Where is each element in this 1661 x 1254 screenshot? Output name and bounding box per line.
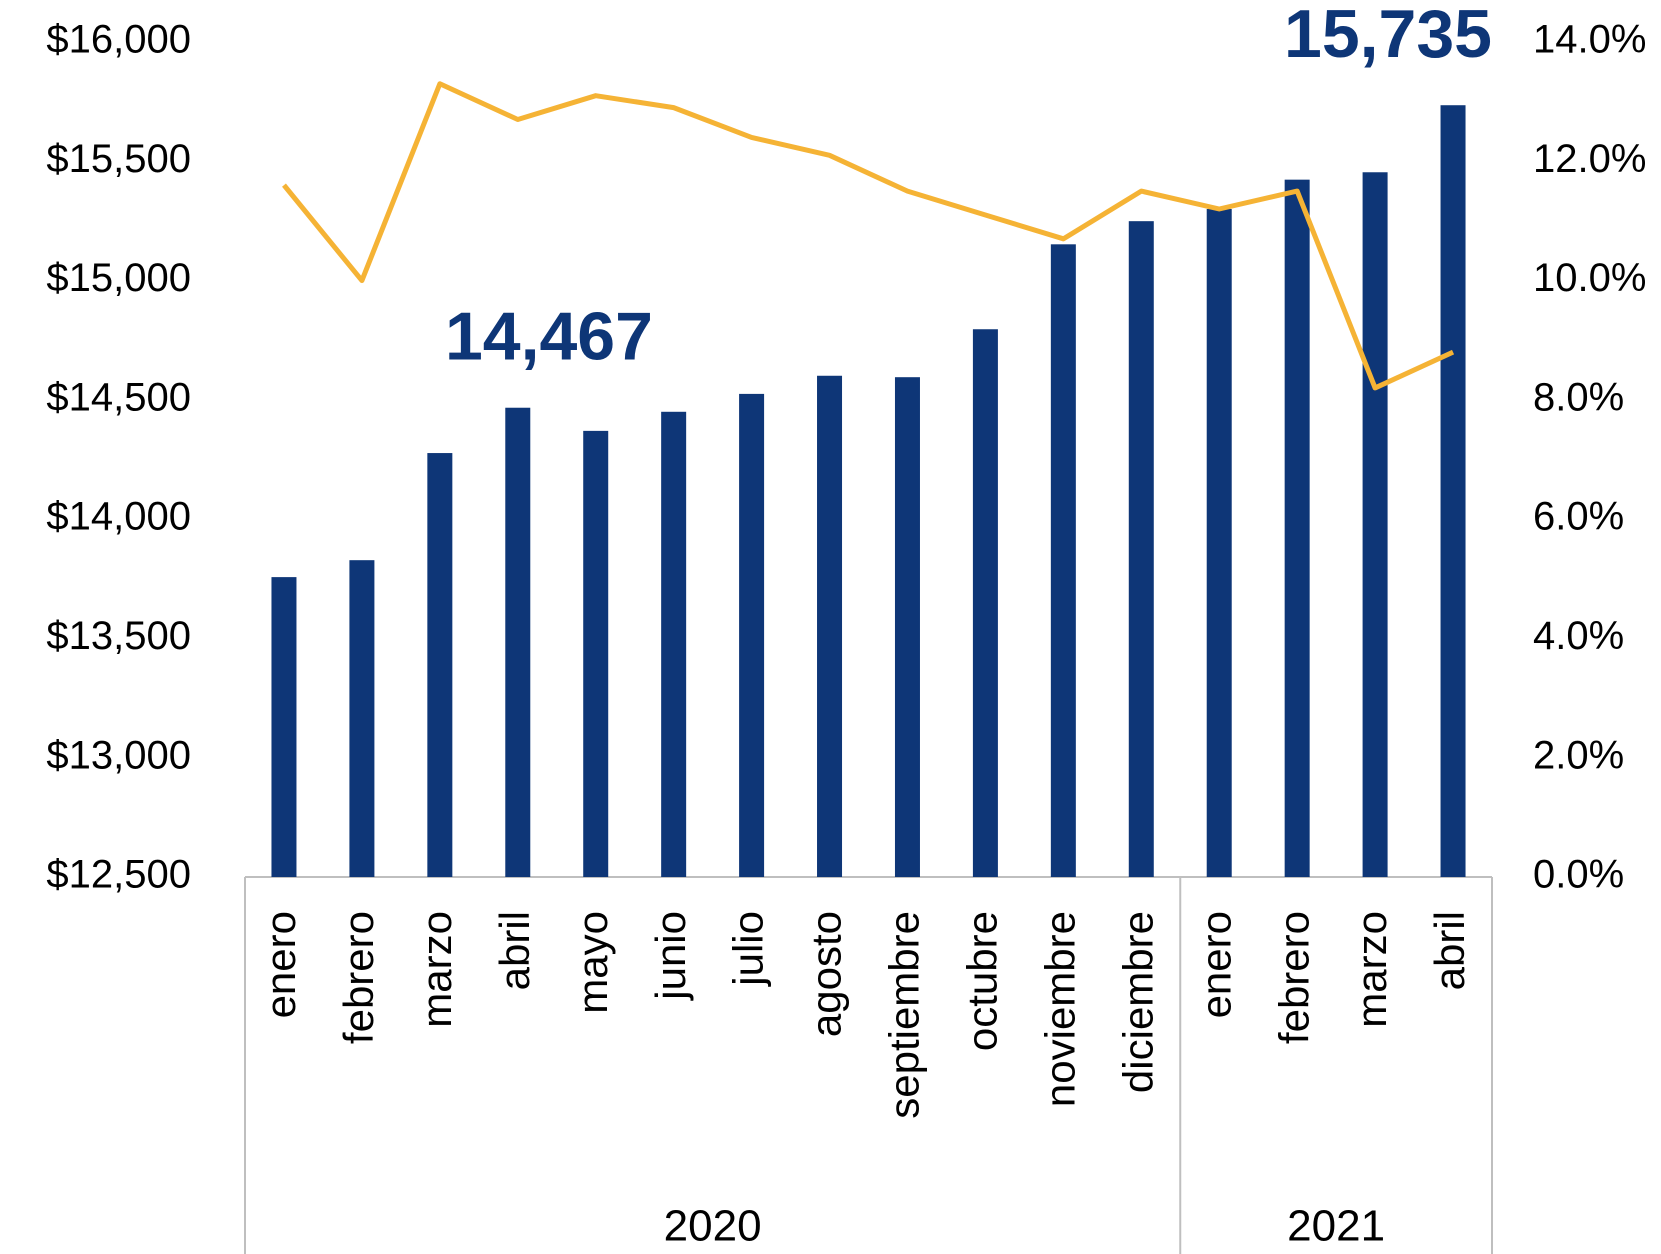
bar bbox=[1206, 209, 1232, 877]
line bbox=[282, 81, 1455, 391]
y-tick-label: $15,000 bbox=[46, 256, 191, 300]
data-label: 14,467 bbox=[445, 299, 653, 375]
y2-tick-label: 8.0% bbox=[1533, 375, 1624, 419]
y-tick-label: $13,500 bbox=[46, 614, 191, 658]
y-tick-label: $14,500 bbox=[46, 375, 191, 419]
y-tick-label: $16,000 bbox=[46, 18, 191, 62]
y-tick-label: $12,500 bbox=[46, 853, 191, 897]
bar bbox=[1362, 172, 1388, 877]
y-tick-label: $13,000 bbox=[46, 733, 191, 777]
bar bbox=[349, 560, 375, 877]
bar bbox=[1440, 105, 1466, 877]
bar bbox=[972, 329, 998, 877]
bar bbox=[739, 393, 765, 877]
x-tick-label: febrero bbox=[1270, 911, 1317, 1044]
x-tick-label: octubre bbox=[959, 911, 1006, 1051]
x-tick-label: marzo bbox=[1348, 911, 1395, 1028]
bar bbox=[661, 411, 687, 877]
x-tick-label: enero bbox=[257, 911, 304, 1018]
x-tick-label: agosto bbox=[803, 911, 850, 1037]
x-tick-label: febrero bbox=[335, 911, 382, 1044]
y2-tick-label: 6.0% bbox=[1533, 495, 1624, 539]
bar bbox=[271, 577, 297, 877]
bar bbox=[583, 430, 609, 877]
x-tick-label: marzo bbox=[413, 911, 460, 1028]
x-tick-label: noviembre bbox=[1036, 911, 1083, 1107]
x-tick-label: abril bbox=[491, 911, 538, 990]
y2-tick-label: 2.0% bbox=[1533, 733, 1624, 777]
x-tick-label: enero bbox=[1192, 911, 1239, 1018]
y2-tick-label: 0.0% bbox=[1533, 853, 1624, 897]
x-tick-label: diciembre bbox=[1114, 911, 1161, 1093]
bar bbox=[1128, 221, 1154, 878]
year-label: 2021 bbox=[1287, 1202, 1385, 1251]
x-tick-label: mayo bbox=[569, 911, 616, 1014]
bar bbox=[817, 375, 843, 877]
year-label: 2020 bbox=[664, 1202, 762, 1251]
y-tick-label: $15,500 bbox=[46, 137, 191, 181]
bar bbox=[1284, 179, 1310, 878]
x-tick-label: junio bbox=[647, 911, 694, 1002]
x-tick-label: abril bbox=[1426, 911, 1473, 990]
y2-tick-label: 12.0% bbox=[1533, 137, 1646, 181]
y2-tick-label: 14.0% bbox=[1533, 18, 1646, 62]
y2-tick-label: 10.0% bbox=[1533, 256, 1646, 300]
x-tick-label: julio bbox=[725, 911, 772, 988]
y-tick-label: $14,000 bbox=[46, 495, 191, 539]
y2-tick-label: 4.0% bbox=[1533, 614, 1624, 658]
bar bbox=[427, 453, 453, 877]
data-label: 15,735 bbox=[1284, 0, 1492, 72]
bar bbox=[894, 377, 920, 877]
bar bbox=[1050, 244, 1076, 877]
x-tick-label: septiembre bbox=[881, 911, 928, 1119]
bar bbox=[505, 407, 531, 877]
